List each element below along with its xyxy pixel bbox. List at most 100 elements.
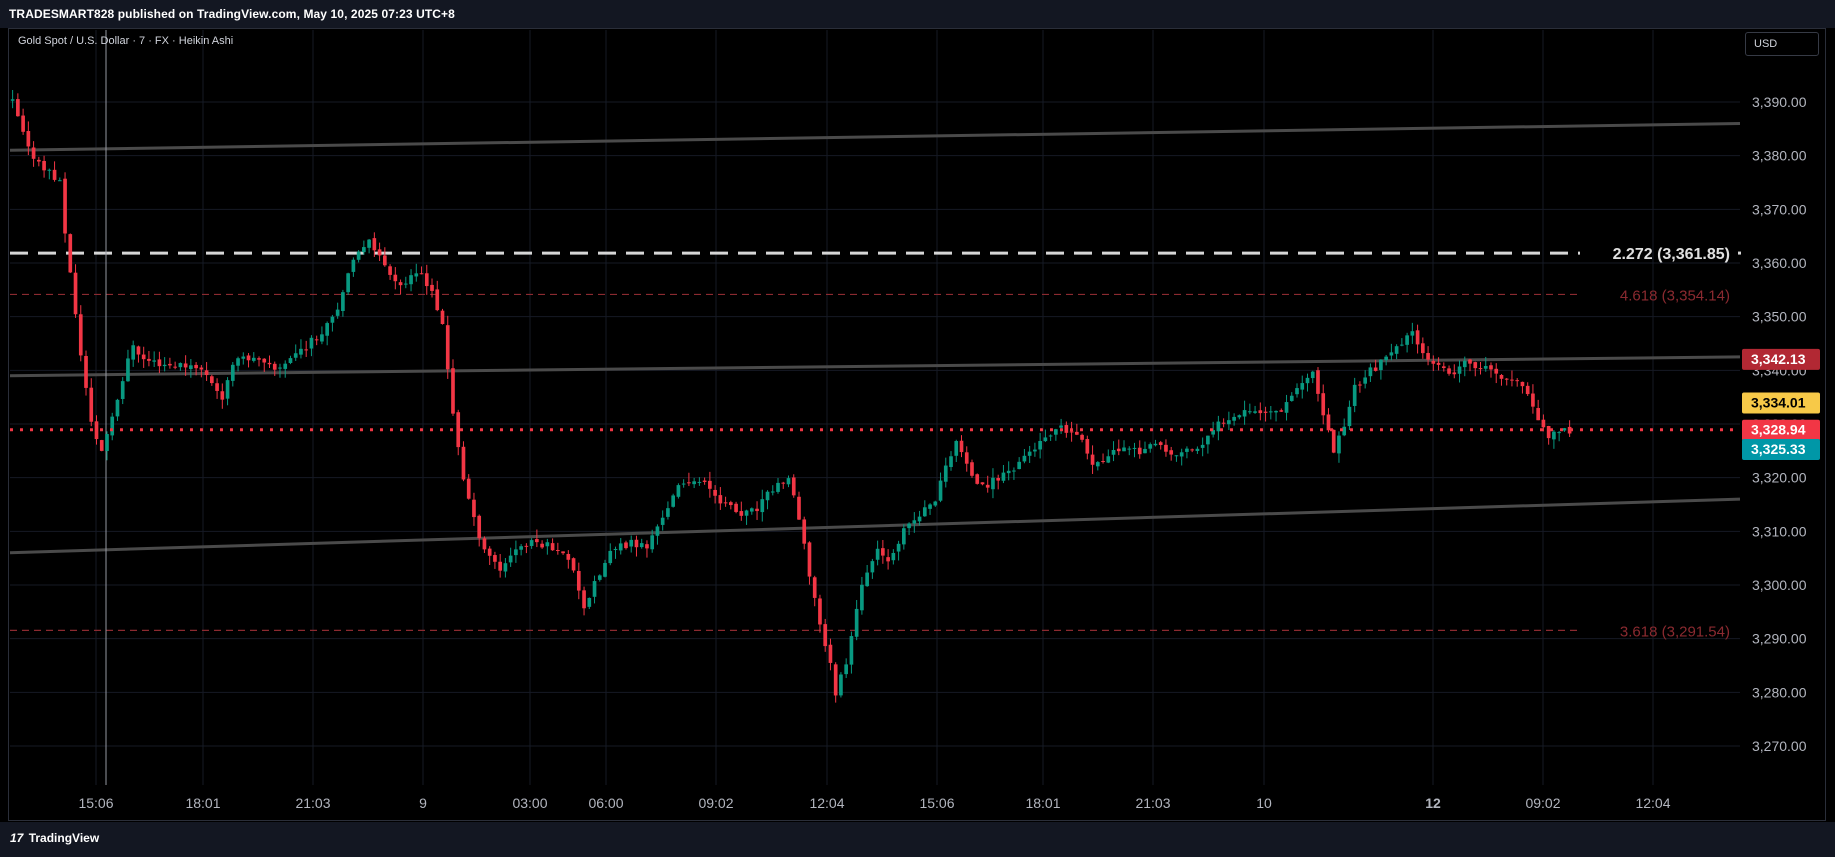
candle-body (681, 483, 686, 485)
candle-body (204, 370, 209, 376)
candle-body (1405, 335, 1409, 345)
channel-line-lower[interactable] (9, 497, 1741, 555)
candle-body (63, 178, 67, 234)
candle-body (1095, 462, 1100, 467)
fib-level-label: 3.618 (3,291.54) (1620, 623, 1730, 640)
candle-body (272, 363, 277, 370)
candle-body (267, 362, 272, 365)
candle-body (241, 356, 246, 359)
candle-body (692, 481, 696, 485)
candle-body (1295, 388, 1299, 395)
candle-body (1389, 352, 1394, 356)
candle-body (36, 159, 41, 162)
candle-body (1379, 359, 1383, 371)
candle-body (1462, 360, 1467, 368)
candle-body (545, 542, 550, 547)
candle-body (1122, 447, 1126, 452)
candle-body (493, 555, 497, 562)
candle-body (650, 535, 655, 550)
candle-body (31, 147, 36, 159)
candle-body (1415, 330, 1420, 345)
candle-body (503, 563, 508, 572)
candle-body (1452, 372, 1457, 375)
candle-body (1483, 366, 1488, 369)
candle-body (561, 551, 565, 554)
candle-body (828, 644, 833, 663)
candle-body (309, 337, 314, 349)
channel-line-upper[interactable] (9, 121, 1741, 152)
candle-body (304, 349, 309, 351)
candle-body (587, 597, 592, 607)
candle-body (896, 543, 901, 552)
candle-body (1536, 408, 1541, 421)
candle-body (1268, 411, 1273, 413)
candle-body (985, 484, 990, 488)
candle-body (1289, 395, 1294, 401)
channel-line-middle[interactable] (9, 355, 1741, 378)
candle-body (26, 131, 31, 147)
published-line: TRADESMART828 published on TradingView.c… (9, 7, 455, 21)
candle-body (524, 545, 529, 547)
candle-body (917, 516, 922, 522)
candle-body (755, 508, 759, 512)
candle-body (362, 247, 366, 253)
candle-body (1216, 421, 1221, 432)
candle-body (791, 477, 796, 496)
candle-body (1478, 368, 1483, 370)
candle-body (283, 363, 288, 369)
candle-body (1258, 410, 1263, 414)
candle-body (1074, 431, 1079, 435)
candle-body (566, 553, 571, 560)
candle-body (812, 577, 817, 598)
candle-body (1227, 420, 1231, 425)
candle-body (1468, 359, 1472, 364)
candle-body (886, 557, 890, 562)
candle-body (1400, 344, 1404, 346)
candle-body (849, 636, 854, 665)
symbol-title[interactable]: Gold Spot / U.S. Dollar · 7 · FX · Heiki… (18, 35, 234, 47)
candle-body (1531, 393, 1535, 407)
candle-body (1169, 450, 1174, 455)
price-label-text: 3,325.33 (1751, 441, 1806, 457)
candle-body (1164, 444, 1168, 452)
candle-body (639, 543, 644, 548)
candle-body (1253, 411, 1257, 413)
candle-body (1085, 439, 1090, 454)
candle-body (351, 259, 356, 272)
candle-body (288, 358, 293, 363)
candle-body (372, 238, 377, 251)
candle-body (597, 575, 602, 580)
currency-button[interactable]: USD (1745, 32, 1819, 56)
candle-body (246, 355, 251, 361)
candle-body (1562, 428, 1567, 431)
candle-body (477, 515, 482, 539)
candle-body (991, 477, 995, 490)
candle-body (1499, 374, 1504, 379)
candle-body (797, 496, 801, 520)
candle-body (451, 368, 455, 414)
x-axis-tick-label: 21:03 (295, 795, 330, 811)
y-axis-tick-label: 3,270.00 (1752, 738, 1807, 754)
candle-body (781, 482, 786, 484)
candle-body (744, 510, 749, 516)
candle-body (1441, 366, 1446, 369)
candle-body (938, 480, 943, 501)
candle-body (47, 169, 52, 171)
tradingview-logo[interactable]: 17 TradingView (10, 831, 99, 845)
candle-body (299, 348, 303, 355)
candle-body (414, 273, 419, 277)
candle-body (702, 480, 707, 482)
candle-body (1274, 410, 1278, 413)
candle-body (1420, 343, 1425, 354)
x-axis-tick-label: 21:03 (1135, 795, 1170, 811)
x-axis-tick-label: 10 (1256, 795, 1272, 811)
tradingview-logo-icon: 17 (10, 831, 24, 845)
y-axis-tick-label: 3,370.00 (1752, 201, 1807, 217)
candle-body (1242, 410, 1247, 417)
x-axis-tick-label: 9 (419, 795, 427, 811)
candle-body (1012, 470, 1016, 472)
candle-body (1279, 410, 1284, 412)
candle-body (314, 339, 319, 341)
candle-body (1048, 435, 1053, 437)
